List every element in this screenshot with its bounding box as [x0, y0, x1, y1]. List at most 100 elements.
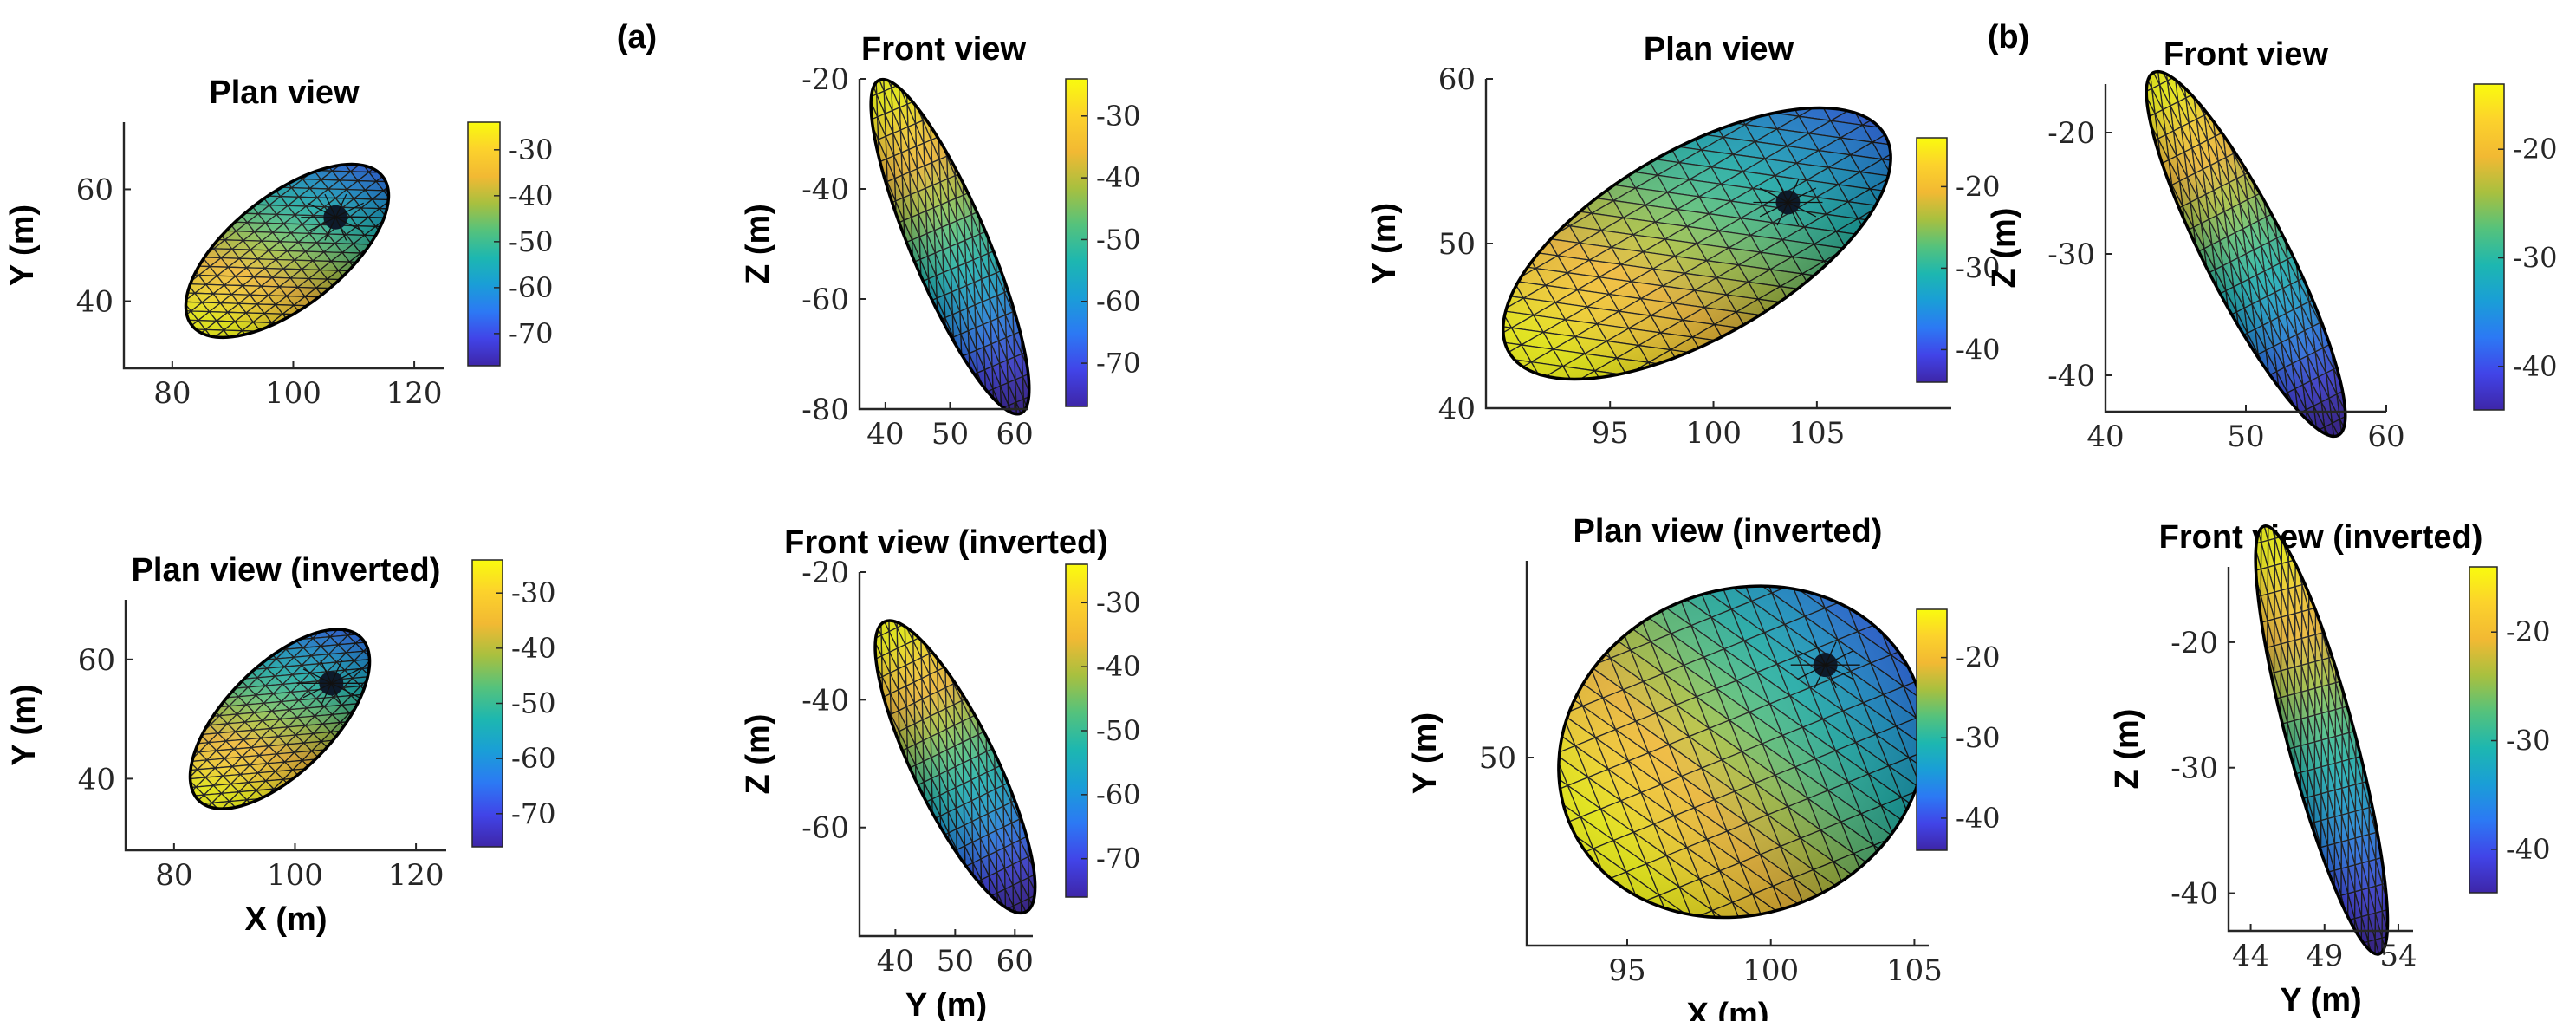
colorbar-tick-label: -40	[1096, 650, 1141, 683]
ellipsoid-outline	[869, 77, 1031, 416]
colorbar-tick-label: -60	[511, 742, 556, 775]
x-tick-label: 80	[153, 376, 191, 411]
colorbar-tick-label: -30	[1956, 721, 2001, 754]
x-axis-label: X (m)	[1687, 997, 1769, 1021]
ellipsoid-shading	[871, 79, 1029, 414]
colorbar-tick-label: -40	[511, 632, 556, 665]
chart-a_plan: Plan view 80 100 120 40 60 Y (m) -30 -40 -50 -60 -7…	[4, 75, 554, 411]
y-tick-label: -80	[801, 393, 849, 427]
colorbar-tick-label: -70	[511, 797, 556, 830]
colorbar-gradient	[467, 121, 501, 367]
y-tick-label: -20	[2170, 626, 2218, 660]
colorbar-tick-label: -70	[509, 317, 554, 350]
colorbar-tick-label: -50	[1096, 714, 1141, 747]
y-axis-label: Y (m)	[1366, 203, 1403, 284]
x-tick-label: 40	[866, 417, 904, 452]
chart-title: Plan view	[209, 75, 360, 111]
x-axis-label: Y (m)	[2280, 982, 2361, 1018]
x-tick-label: 49	[2306, 939, 2343, 973]
y-tick-label: -20	[801, 556, 849, 590]
y-tick-label: 40	[76, 285, 114, 320]
chart-title: Front view	[2164, 36, 2328, 73]
colorbar-gradient	[1916, 608, 1948, 851]
axes-lines	[1525, 561, 1929, 947]
x-tick-label: 105	[1788, 416, 1845, 451]
y-tick-label: 40	[1438, 392, 1476, 426]
x-tick-label: 44	[2232, 939, 2269, 973]
colorbar-tick-label: -20	[2513, 133, 2558, 166]
x-tick-label: 60	[996, 417, 1033, 452]
colorbar-tick-label: -60	[509, 271, 554, 304]
colorbar-tick-label: -20	[1956, 170, 2001, 203]
x-axis-label: X (m)	[245, 901, 328, 938]
chart-title: Front view	[861, 31, 1026, 68]
ellipsoid-surface	[157, 132, 418, 370]
x-tick-label: 50	[937, 944, 974, 979]
x-tick-label: 120	[388, 858, 444, 893]
ellipsoid-shading	[185, 164, 389, 338]
colorbar: -30 -40 -50 -60 -70	[1065, 78, 1141, 407]
x-tick-label: 100	[267, 858, 323, 893]
colorbar-tick-label: -30	[1096, 100, 1141, 133]
colorbar: -30 -40 -50 -60 -70	[467, 121, 554, 367]
y-tick-label: -60	[801, 283, 849, 317]
y-tick-label: 60	[78, 643, 115, 678]
x-tick-label: 105	[1886, 953, 1943, 988]
chart-title: Front view (inverted)	[2159, 519, 2483, 556]
ellipsoid-surface	[2116, 54, 2376, 454]
colorbar-tick-label: -70	[1096, 347, 1141, 380]
y-tick-label: -30	[2170, 751, 2218, 786]
ellipsoid-outline	[184, 162, 391, 340]
y-tick-label: -60	[801, 811, 849, 846]
ellipsoid-pole	[1790, 641, 1860, 689]
ellipsoid-outline	[1502, 106, 1892, 381]
colorbar: -20 -30 -40	[1916, 137, 2001, 383]
y-axis-label: Z (m)	[740, 204, 776, 284]
y-tick-label: 60	[1438, 62, 1476, 97]
y-tick-label: 50	[1438, 227, 1476, 262]
colorbar: -20 -30 -40	[2469, 566, 2551, 894]
colorbar-tick-label: -40	[1096, 161, 1141, 194]
x-tick-label: 60	[996, 944, 1034, 979]
chart-b_plan_inv: Plan view (inverted) 95 100 105 50 X (m) Y (m)…	[1407, 513, 2001, 1021]
x-tick-label: 120	[386, 376, 443, 411]
ellipsoid-pole	[1753, 179, 1823, 226]
colorbar-tick-label: -20	[1956, 641, 2001, 674]
colorbar-gradient	[2469, 566, 2498, 894]
ellipsoid-outline	[188, 628, 372, 810]
colorbar-tick-label: -30	[509, 133, 554, 166]
ellipsoid-outline	[873, 619, 1037, 915]
x-tick-label: 80	[155, 858, 192, 893]
ellipsoid-shading	[1558, 586, 1926, 918]
chart-title: Front view (inverted)	[784, 524, 1108, 561]
y-tick-label: -30	[2047, 237, 2095, 272]
y-axis-label: Z (m)	[740, 714, 776, 795]
panel-label-b: (b)	[1988, 19, 2030, 55]
colorbar-tick-label: -50	[1096, 223, 1141, 256]
y-tick-label: -20	[801, 62, 849, 97]
x-tick-label: 40	[2086, 419, 2124, 454]
colorbar: -20 -30 -40	[1916, 608, 2001, 851]
chart-b_front_inv: Front view (inverted) 44 49 54 -20 -30 -40 Y (m…	[2109, 517, 2551, 1018]
ellipsoid-outline	[1557, 584, 1927, 920]
y-tick-label: -40	[801, 683, 849, 718]
y-axis-label: Y (m)	[4, 205, 41, 286]
colorbar-tick-label: -30	[1956, 251, 2001, 284]
ellipsoid-shading	[1502, 107, 1891, 380]
y-axis-label: Y (m)	[1407, 712, 1444, 794]
chart-b_front: Front view 40 50 60 -20 -30 -40 Z (m) -20 -30 -40	[1986, 36, 2558, 454]
colorbar-tick-label: -30	[511, 576, 556, 609]
colorbar-tick-label: -50	[511, 687, 556, 720]
x-tick-label: 50	[2227, 419, 2264, 454]
chart-title: Plan view	[1644, 31, 1794, 68]
colorbar-gradient	[1916, 137, 1948, 383]
ellipsoid-shading	[2146, 71, 2346, 437]
x-tick-label: 95	[1608, 953, 1645, 988]
ellipsoid-pole	[301, 193, 371, 241]
axes-lines	[122, 122, 444, 370]
ellipsoid-pole	[296, 660, 367, 707]
colorbar: -20 -30 -40	[2473, 83, 2558, 411]
colorbar-tick-label: -40	[509, 179, 554, 212]
y-tick-label: -40	[2047, 359, 2095, 393]
